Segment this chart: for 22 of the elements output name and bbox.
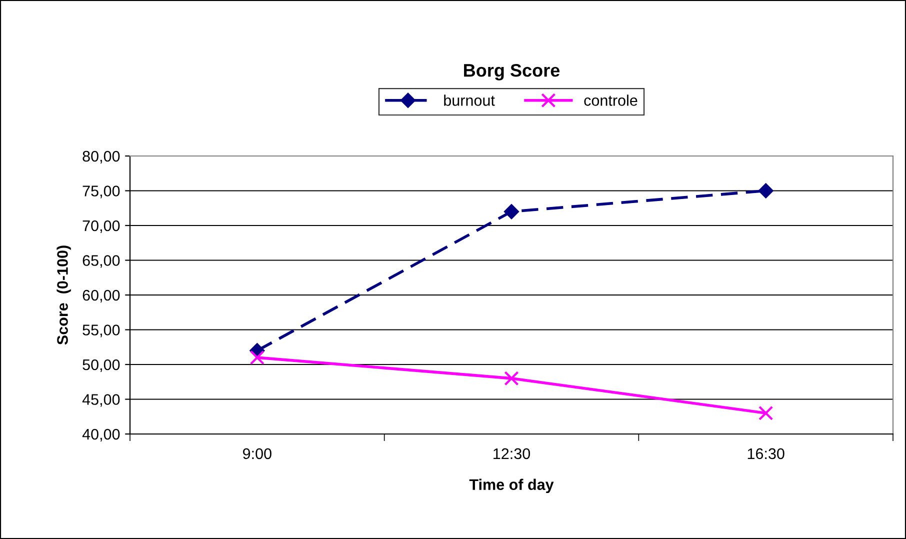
point [504,204,520,220]
x-tick-label: 9:00 [243,448,272,460]
x-axis-title: Time of day [469,478,554,494]
y-tick-label: 50,00 [82,359,120,372]
y-tick-label: 65,00 [82,255,120,268]
point [758,183,774,198]
y-tick-label: 55,00 [82,324,120,338]
x-tick-label: 16:30 [748,448,784,460]
y-tick-label: 60,00 [82,290,120,302]
point [504,371,519,386]
y-tick-label: 70,00 [82,220,120,233]
y-tick-label: 80,00 [82,150,120,164]
legend-label: controle [584,94,638,106]
y-tick-label: 75,00 [82,186,120,198]
point [758,406,774,420]
x-tick-label: 12:30 [494,448,530,460]
legend-label: burnout [444,94,495,106]
chart-title: Borg Score [464,64,560,80]
y-tick-label: 40,00 [82,428,120,442]
y-tick-label: 45,00 [82,394,120,407]
y-axis-title: Score (0-100) [56,246,71,345]
point [250,350,264,365]
